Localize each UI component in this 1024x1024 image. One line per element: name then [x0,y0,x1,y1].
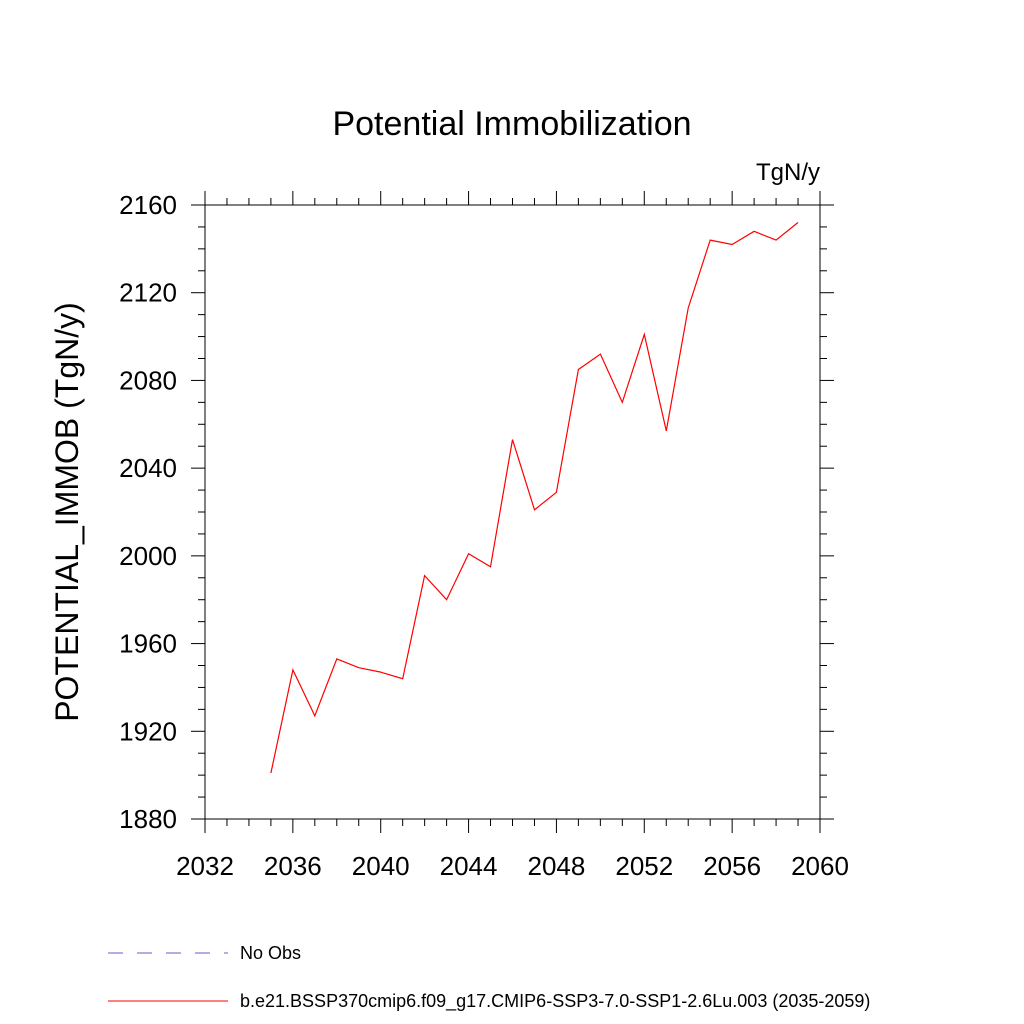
x-axis: 2032 2036 2040 2044 2048 2052 2056 2060 [176,191,849,881]
legend-label: b.e21.BSSP370cmip6.f09_g17.CMIP6-SSP3-7.… [240,991,870,1012]
y-axis: 1880 1920 1960 2000 2040 2080 2120 2160 [119,190,834,834]
x-tick-label: 2036 [264,851,322,881]
series-line [270,222,799,774]
x-tick-label: 2048 [528,851,586,881]
units-label: TgN/y [756,159,820,186]
y-tick-label: 1880 [119,804,177,834]
x-tick-label: 2052 [615,851,673,881]
y-tick-label: 2040 [119,453,177,483]
y-tick-label: 2000 [119,541,177,571]
x-tick-label: 2040 [352,851,410,881]
chart-title: Potential Immobilization [332,105,691,143]
legend-label: No Obs [240,943,301,963]
plot-frame [204,204,821,820]
x-tick-label: 2032 [176,851,234,881]
y-axis-label: POTENTIAL_IMMOB (TgN/y) [49,302,85,722]
y-tick-label: 2160 [119,190,177,220]
legend: No Obs b.e21.BSSP370cmip6.f09_g17.CMIP6-S… [108,943,870,1012]
y-tick-label: 1920 [119,716,177,746]
series-layer [270,222,799,774]
x-tick-label: 2060 [791,851,849,881]
y-tick-label: 1960 [119,629,177,659]
y-tick-label: 2080 [119,365,177,395]
x-tick-label: 2044 [440,851,498,881]
y-tick-label: 2120 [119,278,177,308]
x-tick-label: 2056 [703,851,761,881]
